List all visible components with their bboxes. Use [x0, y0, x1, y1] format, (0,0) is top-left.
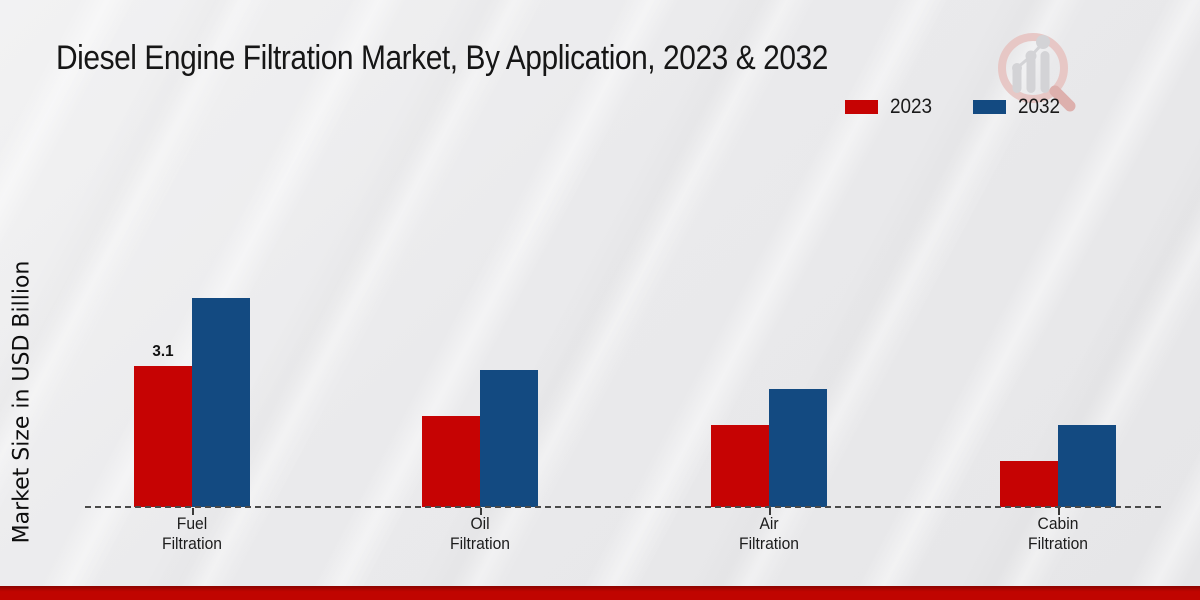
bar-2023-cabin-filtration — [1000, 461, 1058, 507]
chart-title: Diesel Engine Filtration Market, By Appl… — [56, 39, 828, 77]
brand-logo-watermark-icon — [998, 33, 1076, 112]
bar-2032-fuel-filtration — [192, 298, 250, 507]
x-axis-baseline — [85, 506, 1161, 508]
x-axis-tick-oil-filtration — [480, 508, 482, 515]
legend: 2023 2032 — [845, 96, 1064, 117]
bar-2023-fuel-filtration — [134, 366, 192, 507]
legend-label-2023: 2023 — [890, 95, 933, 118]
footer-bar — [0, 586, 1200, 600]
x-axis-tick-fuel-filtration — [192, 508, 194, 515]
legend-swatch-2023 — [845, 99, 878, 114]
bar-2032-cabin-filtration — [1058, 425, 1116, 507]
x-axis-tick-cabin-filtration — [1058, 508, 1060, 515]
x-axis-label-cabin-filtration: Cabin Filtration — [1028, 514, 1088, 553]
legend-item-2023: 2023 — [845, 96, 937, 117]
bar-2023-oil-filtration — [422, 416, 480, 507]
bar-data-label: 3.1 — [152, 343, 174, 360]
legend-label-2032: 2032 — [1017, 95, 1060, 118]
x-axis-tick-air-filtration — [769, 508, 771, 515]
x-axis-label-air-filtration: Air Filtration — [739, 514, 799, 553]
x-axis-label-oil-filtration: Oil Filtration — [450, 514, 510, 553]
bar-2023-air-filtration — [711, 425, 769, 507]
legend-swatch-2032 — [972, 99, 1006, 114]
bar-2032-air-filtration — [769, 389, 827, 507]
x-axis-label-fuel-filtration: Fuel Filtration — [162, 514, 222, 553]
legend-item-2032: 2032 — [972, 95, 1065, 118]
bar-2032-oil-filtration — [480, 370, 538, 507]
